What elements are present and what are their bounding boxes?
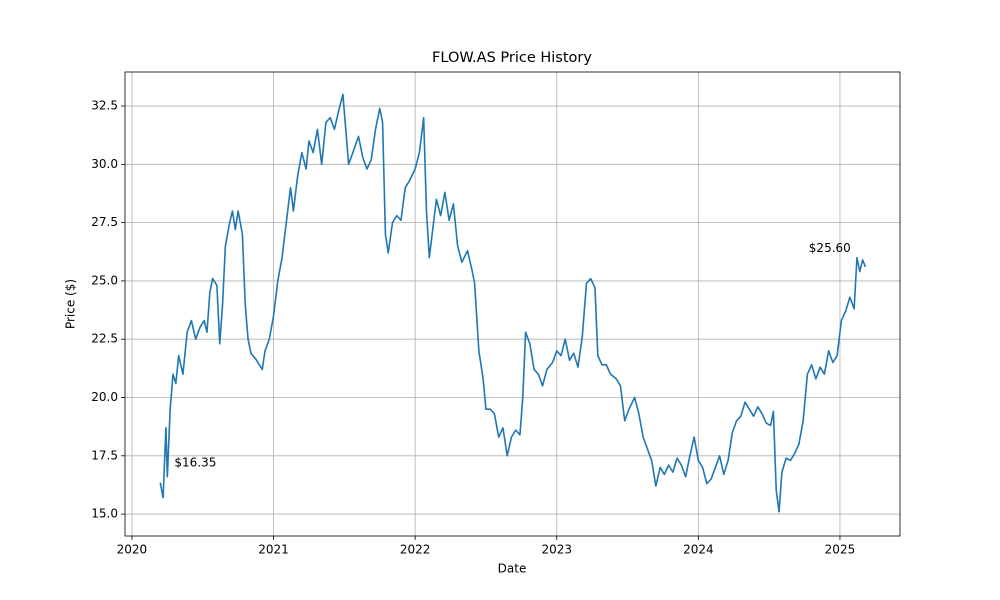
x-tick-label: 2024 xyxy=(683,543,714,557)
x-tick-label: 2025 xyxy=(825,543,856,557)
y-tick-label: 27.5 xyxy=(91,215,118,229)
y-tick-label: 32.5 xyxy=(91,99,118,113)
price-line xyxy=(159,93,867,513)
y-tick-label: 30.0 xyxy=(91,157,118,171)
x-tick-label: 2023 xyxy=(541,543,572,557)
chart-title: FLOW.AS Price History xyxy=(432,50,592,66)
annotation: $16.35 xyxy=(174,455,216,469)
annotation: $25.60 xyxy=(809,241,851,255)
y-tick-label: 20.0 xyxy=(91,390,118,404)
y-tick-label: 15.0 xyxy=(91,507,118,521)
x-tick-label: 2022 xyxy=(400,543,431,557)
plot-frame xyxy=(124,71,901,537)
y-tick-label: 22.5 xyxy=(91,332,118,346)
y-tick-label: 17.5 xyxy=(91,448,118,462)
x-axis-label: Date xyxy=(498,562,527,576)
y-tick-label: 25.0 xyxy=(91,273,118,287)
y-axis-label: Price ($) xyxy=(64,279,78,329)
x-tick-label: 2020 xyxy=(117,543,148,557)
x-tick-label: 2021 xyxy=(258,543,289,557)
